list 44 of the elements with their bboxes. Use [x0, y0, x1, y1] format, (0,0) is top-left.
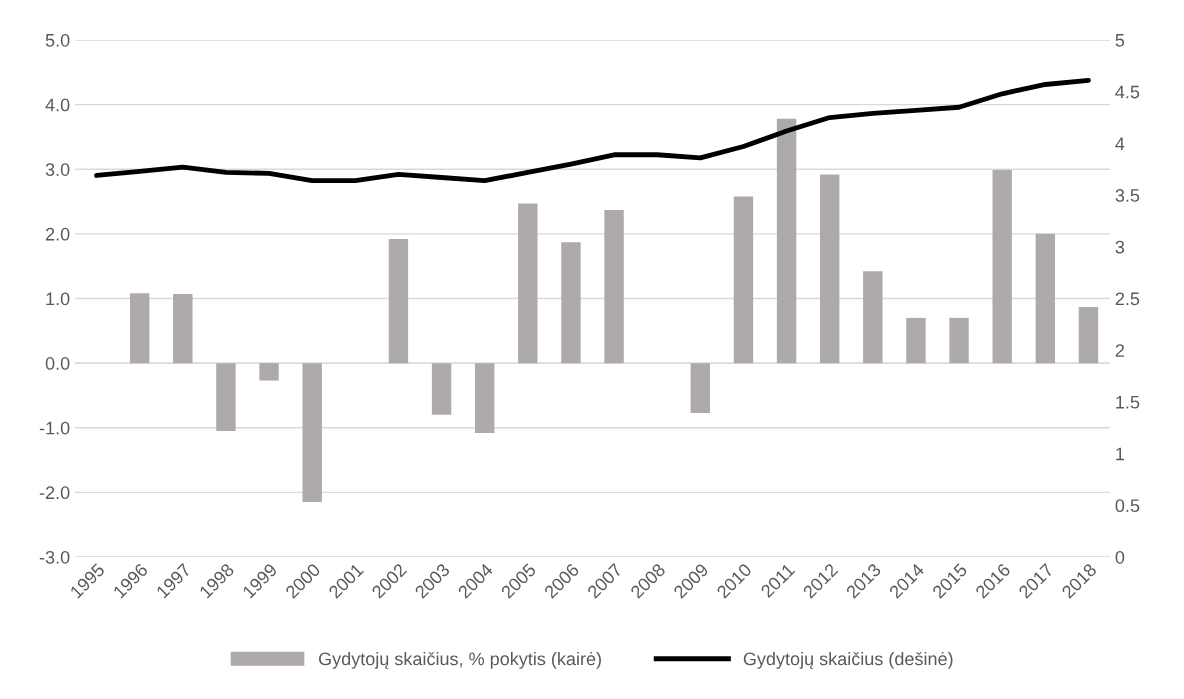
bar — [733, 196, 754, 364]
y2-tick-label: 2.5 — [1115, 292, 1140, 306]
y2-tick-label: 0 — [1115, 550, 1125, 564]
bar — [518, 203, 538, 364]
y-tick-label: 4.0 — [45, 98, 70, 112]
bar — [302, 363, 322, 503]
y-tick-label: -3.0 — [39, 550, 70, 564]
legend-label: Gydytojų skaičius (dešinė) — [743, 651, 953, 669]
y2-tick-label: 1.5 — [1116, 396, 1140, 409]
y-tick-label: -2.0 — [39, 486, 70, 500]
bar — [906, 317, 926, 364]
bar — [949, 317, 969, 364]
y-tick-label: 3.0 — [45, 163, 70, 176]
y-tick-label: 5.0 — [45, 33, 70, 47]
y2-tick-label: 2 — [1115, 344, 1124, 357]
bar — [259, 363, 279, 381]
y2-tick-label: 4 — [1115, 137, 1125, 150]
bar — [992, 169, 1012, 364]
bar — [129, 293, 150, 364]
bar — [173, 293, 193, 364]
bar — [776, 118, 797, 364]
bar — [431, 363, 452, 415]
y2-tick-label: 5 — [1115, 34, 1125, 47]
y2-tick-label: 4.5 — [1115, 85, 1140, 99]
y-tick-label: 2.0 — [45, 227, 70, 241]
bar — [604, 209, 624, 364]
y2-tick-label: 3 — [1115, 240, 1125, 254]
bar — [1078, 306, 1099, 364]
line-series — [94, 77, 1091, 184]
bar — [863, 271, 883, 364]
bar — [690, 363, 711, 413]
bar — [819, 174, 840, 364]
y2-tick-label: 3.5 — [1115, 189, 1140, 202]
legend-label: Gydytojų skaičius, % pokytis (kairė) — [318, 651, 601, 669]
bar — [216, 363, 236, 431]
y2-tick-label: 1 — [1116, 447, 1125, 461]
y2-tick-label: 0.5 — [1115, 499, 1140, 513]
y-tick-label: 1.0 — [46, 292, 70, 306]
y-tick-label: -1.0 — [39, 421, 70, 435]
bar — [1035, 233, 1056, 364]
y-tick-label: 0.0 — [45, 357, 70, 370]
bar — [474, 363, 495, 433]
bar — [561, 242, 581, 364]
bar — [388, 239, 409, 364]
